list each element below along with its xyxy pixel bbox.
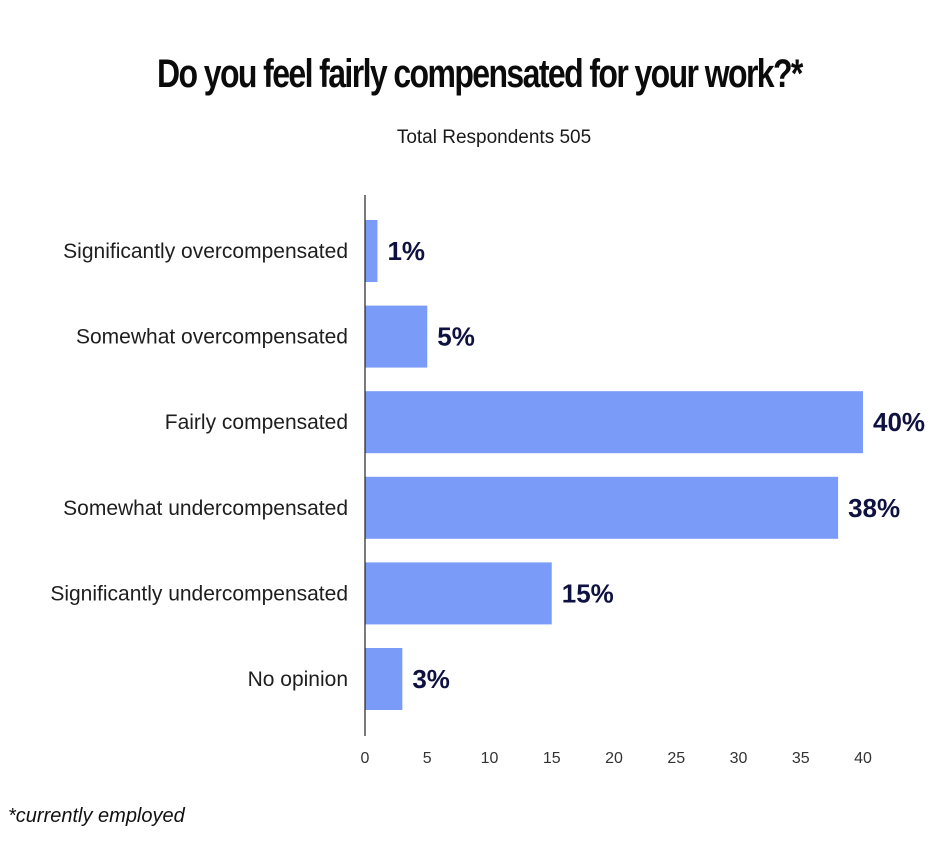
category-label: Fairly compensated bbox=[165, 411, 348, 434]
value-label: 3% bbox=[412, 664, 450, 694]
bar bbox=[365, 648, 403, 710]
x-tick-label: 5 bbox=[423, 750, 432, 767]
bar bbox=[365, 305, 428, 368]
x-tick-label: 0 bbox=[361, 750, 370, 767]
x-tick-label: 20 bbox=[605, 750, 623, 767]
category-label: No opinion bbox=[248, 668, 348, 691]
bar bbox=[365, 476, 839, 539]
x-tick-label: 40 bbox=[854, 750, 872, 767]
value-label: 15% bbox=[562, 578, 614, 608]
x-tick-labels-layer: 0 5 10 15 20 25 30 35 40 bbox=[361, 750, 872, 767]
value-label: 38% bbox=[848, 493, 900, 523]
value-label: 5% bbox=[437, 322, 475, 352]
chart-subtitle: Total Respondents 505 bbox=[396, 127, 592, 148]
bar bbox=[365, 220, 378, 282]
x-tick-label: 35 bbox=[792, 750, 810, 767]
chart-title: Do you feel fairly compensated for your … bbox=[157, 52, 803, 96]
category-label: Significantly undercompensated bbox=[50, 582, 348, 605]
category-labels-layer: Significantly overcompensated Somewhat ov… bbox=[50, 240, 348, 691]
bar bbox=[365, 391, 863, 454]
bar bbox=[365, 562, 552, 625]
category-label: Significantly overcompensated bbox=[63, 240, 348, 263]
x-tick-label: 10 bbox=[481, 750, 499, 767]
x-tick-label: 30 bbox=[730, 750, 748, 767]
value-label: 1% bbox=[387, 236, 425, 266]
bars-layer bbox=[365, 220, 863, 710]
x-tick-label: 25 bbox=[667, 750, 685, 767]
value-label: 40% bbox=[873, 407, 925, 437]
x-tick-label: 15 bbox=[543, 750, 561, 767]
category-label: Somewhat overcompensated bbox=[76, 326, 348, 349]
value-labels-layer: 1% 5% 40% 38% 15% 3% bbox=[387, 236, 925, 694]
footnote: *currently employed bbox=[8, 805, 185, 827]
category-label: Somewhat undercompensated bbox=[63, 497, 348, 520]
